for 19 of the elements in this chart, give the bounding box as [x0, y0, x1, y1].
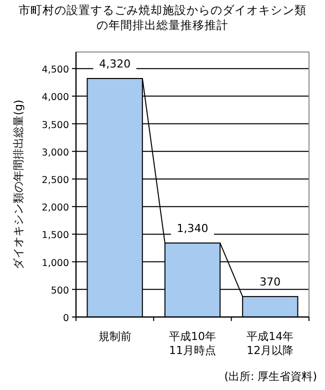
x-tick-label: 平成14年 12月以降	[246, 330, 294, 357]
data-label: 1,340	[176, 222, 208, 236]
x-tick-label: 平成10年 11月時点	[169, 330, 216, 357]
y-tick-label: 2,000	[42, 202, 69, 214]
data-label: 4,320	[99, 58, 131, 70]
y-tick-label: 4,500	[42, 64, 69, 76]
y-tick-label: 1,000	[42, 258, 69, 269]
text: (出所: 厚生省資料)	[224, 370, 317, 383]
x-tick-label: 規制前	[98, 330, 132, 343]
y-tick-label: 3,500	[42, 120, 69, 131]
y-tick-label: 4,000	[42, 92, 69, 104]
chart-title: 市町村の設置するごみ焼却施設からのダイオキシン類の年間排出総量推移推計	[18, 3, 308, 33]
y-tick-label: 3,000	[42, 147, 69, 158]
y-tick-label: 500	[50, 285, 69, 296]
y-tick-label: 2,500	[42, 174, 69, 186]
y-tick-label: 0	[62, 313, 69, 324]
y-axis-title: ダイオキシン類の年間排出総量(g)	[12, 100, 25, 270]
y-tick-label: 1,500	[42, 230, 69, 242]
data-label: 370	[260, 276, 281, 289]
